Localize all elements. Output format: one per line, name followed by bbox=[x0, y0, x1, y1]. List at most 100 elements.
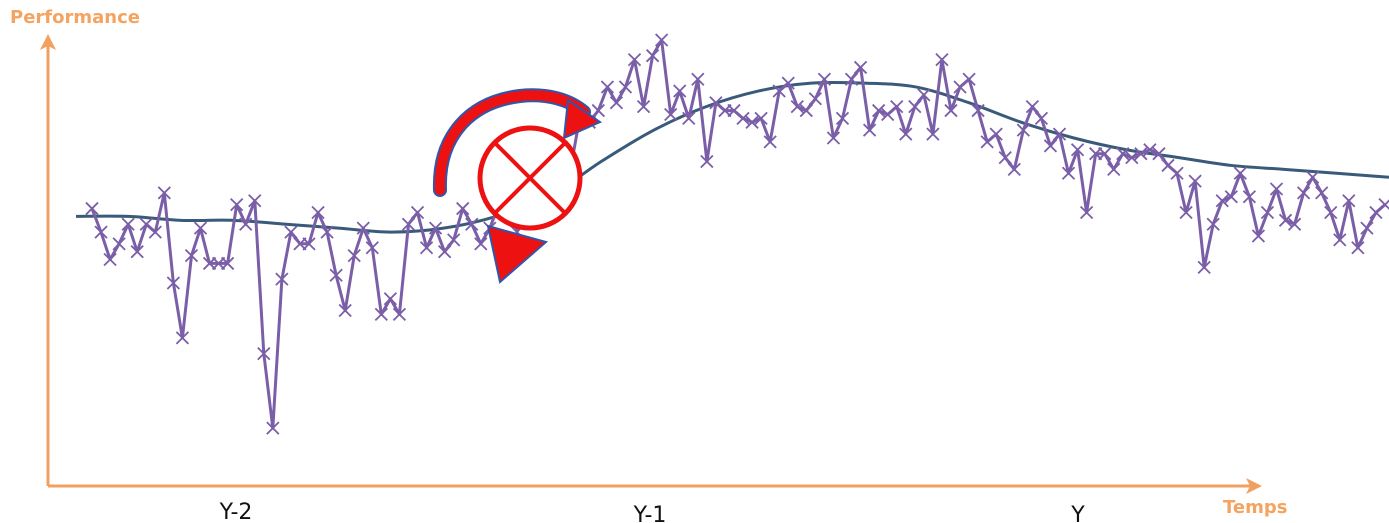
data-point-marker bbox=[1324, 205, 1338, 220]
data-point-marker bbox=[736, 111, 750, 126]
data-point-marker bbox=[1333, 233, 1347, 247]
data-point-marker bbox=[1170, 166, 1184, 180]
data-point-marker bbox=[1079, 205, 1094, 220]
period-label: Y bbox=[1070, 503, 1085, 523]
data-point-marker bbox=[1061, 166, 1076, 180]
data-point-marker bbox=[1179, 205, 1193, 220]
data-point-marker bbox=[193, 221, 208, 235]
data-point-marker bbox=[157, 186, 171, 200]
data-point-marker bbox=[673, 84, 687, 98]
data-point-marker bbox=[302, 237, 316, 251]
data-point-marker bbox=[112, 237, 126, 251]
data-point-marker bbox=[338, 303, 352, 318]
data-point-marker bbox=[447, 233, 461, 247]
data-point-marker bbox=[826, 131, 841, 145]
data-point-marker bbox=[220, 256, 235, 271]
data-point-marker bbox=[700, 154, 714, 169]
data-point-marker bbox=[1116, 147, 1130, 161]
data-point-marker bbox=[410, 205, 425, 220]
data-point-marker bbox=[962, 72, 976, 86]
y-axis-arrow-icon bbox=[40, 34, 56, 50]
x-axis-arrow-icon bbox=[1246, 478, 1262, 494]
data-point-marker bbox=[284, 225, 298, 239]
data-point-marker bbox=[456, 201, 470, 216]
data-point-marker bbox=[1016, 123, 1030, 137]
data-point-marker bbox=[1206, 217, 1220, 231]
data-point-marker bbox=[899, 127, 913, 141]
data-point-marker bbox=[1242, 190, 1257, 204]
data-point-marker bbox=[817, 72, 832, 86]
data-point-marker bbox=[1278, 213, 1293, 227]
data-point-marker bbox=[1360, 221, 1374, 235]
data-point-marker bbox=[935, 52, 949, 67]
data-point-marker bbox=[1070, 143, 1085, 157]
axes bbox=[40, 34, 1262, 494]
data-point-marker bbox=[1260, 205, 1275, 220]
data-point-marker bbox=[926, 127, 940, 141]
data-point-marker bbox=[682, 111, 696, 126]
data-point-marker bbox=[745, 115, 759, 129]
data-point-marker bbox=[808, 92, 822, 106]
data-point-marker bbox=[239, 217, 253, 231]
cross-line-2 bbox=[493, 141, 567, 215]
data-point-marker bbox=[799, 103, 813, 118]
data-point-marker bbox=[1215, 194, 1229, 208]
data-point-marker bbox=[1378, 198, 1389, 212]
data-point-marker bbox=[989, 127, 1003, 141]
data-point-marker bbox=[1152, 147, 1166, 161]
data-point-marker bbox=[85, 201, 99, 216]
data-point-marker bbox=[844, 72, 859, 86]
data-point-marker bbox=[148, 225, 162, 239]
data-point-marker bbox=[347, 248, 361, 263]
triangle-arrow-icon bbox=[486, 224, 549, 284]
data-point-marker bbox=[1034, 111, 1049, 126]
data-point-marker bbox=[320, 225, 334, 239]
data-point-marker bbox=[1098, 147, 1112, 161]
data-point-marker bbox=[275, 272, 289, 286]
data-point-marker bbox=[1134, 147, 1148, 161]
curved-arrow-fill bbox=[434, 90, 589, 195]
data-point-marker bbox=[627, 52, 642, 67]
data-point-marker bbox=[1233, 166, 1247, 180]
data-point-marker bbox=[1107, 162, 1121, 176]
data-point-marker bbox=[130, 245, 144, 259]
data-point-marker bbox=[917, 88, 931, 102]
data-point-marker bbox=[1007, 162, 1021, 176]
data-point-marker bbox=[781, 76, 795, 90]
data-point-marker bbox=[1315, 186, 1329, 200]
data-point-marker bbox=[329, 268, 343, 282]
data-point-marker bbox=[356, 221, 370, 235]
data-point-marker bbox=[636, 100, 651, 114]
data-point-marker bbox=[853, 60, 868, 75]
data-point-marker bbox=[419, 241, 434, 255]
data-point-marker bbox=[166, 276, 181, 290]
data-point-marker bbox=[175, 331, 190, 345]
data-point-marker bbox=[1043, 139, 1058, 153]
data-point-marker bbox=[998, 150, 1012, 165]
data-point-marker bbox=[1251, 229, 1266, 243]
data-point-marker bbox=[374, 307, 388, 322]
data-point-marker bbox=[618, 80, 633, 94]
data-point-marker bbox=[691, 72, 705, 86]
data-point-marker bbox=[890, 100, 904, 114]
data-point-marker bbox=[872, 103, 886, 118]
data-point-marker bbox=[763, 135, 777, 149]
data-point-marker bbox=[103, 252, 117, 267]
data-point-marker bbox=[1143, 143, 1157, 157]
trend-line bbox=[75, 80, 1389, 234]
rotation-highlight bbox=[432, 88, 603, 284]
data-point-marker bbox=[121, 217, 135, 231]
data-point-marker bbox=[1025, 100, 1039, 114]
data-point-marker bbox=[365, 241, 379, 255]
period-labels: Y-2 Y-1 Y bbox=[219, 500, 1086, 523]
data-point-marker bbox=[1197, 260, 1211, 274]
data-point-marker bbox=[655, 33, 669, 47]
data-point-marker bbox=[1351, 241, 1365, 255]
data-point-marker bbox=[428, 221, 443, 235]
raw-series-line bbox=[90, 38, 1386, 430]
data-point-marker bbox=[591, 103, 605, 118]
data-point-marker bbox=[600, 80, 615, 94]
data-point-marker bbox=[664, 107, 678, 122]
data-point-marker bbox=[1188, 174, 1202, 188]
